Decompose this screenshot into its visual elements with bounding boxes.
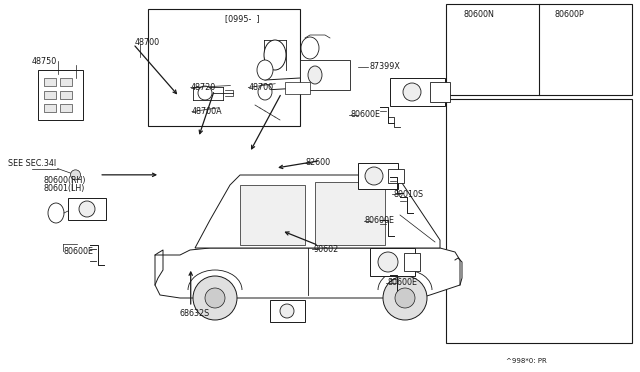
Text: 80600E: 80600E <box>365 217 395 225</box>
Ellipse shape <box>403 83 421 101</box>
Circle shape <box>395 288 415 308</box>
Text: 68632S: 68632S <box>179 309 209 318</box>
Text: [0995-  ]: [0995- ] <box>225 14 260 23</box>
Bar <box>300 60 350 90</box>
Text: 80600E: 80600E <box>351 110 381 119</box>
Bar <box>44 104 56 112</box>
Ellipse shape <box>280 304 294 318</box>
Circle shape <box>205 288 225 308</box>
Text: SEE SEC.34I: SEE SEC.34I <box>8 159 56 168</box>
Bar <box>38 70 83 120</box>
Text: 80600P: 80600P <box>554 10 584 19</box>
Text: 80600N: 80600N <box>463 10 494 19</box>
Text: 48700: 48700 <box>248 83 273 92</box>
Text: 48720: 48720 <box>191 83 216 92</box>
Circle shape <box>70 170 81 180</box>
Text: ^998*0: PR: ^998*0: PR <box>506 358 547 364</box>
Ellipse shape <box>264 40 286 70</box>
Ellipse shape <box>257 60 273 80</box>
Text: 80601(LH): 80601(LH) <box>44 184 85 193</box>
Polygon shape <box>240 185 305 245</box>
Text: 87399X: 87399X <box>370 62 401 71</box>
Polygon shape <box>315 182 385 245</box>
Ellipse shape <box>258 84 272 100</box>
Bar <box>430 82 450 102</box>
Bar <box>148 9 300 126</box>
Circle shape <box>193 276 237 320</box>
Polygon shape <box>155 248 460 298</box>
Bar <box>404 253 420 271</box>
Bar <box>68 198 106 220</box>
Bar <box>44 91 56 99</box>
Bar <box>60 78 72 86</box>
Text: 82600: 82600 <box>306 158 331 167</box>
Text: 48700A: 48700A <box>192 107 223 116</box>
Bar <box>44 78 56 86</box>
Text: 80010S: 80010S <box>394 190 424 199</box>
Bar <box>388 169 404 183</box>
Bar <box>60 91 72 99</box>
Text: 80600E: 80600E <box>64 247 94 256</box>
Circle shape <box>198 86 212 100</box>
Ellipse shape <box>308 66 322 84</box>
Ellipse shape <box>301 37 319 59</box>
Bar <box>370 248 415 276</box>
Ellipse shape <box>79 201 95 217</box>
Text: 90602: 90602 <box>314 245 339 254</box>
Ellipse shape <box>365 167 383 185</box>
Text: 48700: 48700 <box>134 38 159 47</box>
Polygon shape <box>195 175 440 248</box>
Circle shape <box>383 276 427 320</box>
Bar <box>390 78 445 106</box>
Bar <box>60 104 72 112</box>
Ellipse shape <box>378 252 398 272</box>
Text: 80600E: 80600E <box>387 278 417 287</box>
Bar <box>446 4 632 95</box>
Bar <box>358 163 398 189</box>
Bar <box>270 300 305 322</box>
Text: 48750: 48750 <box>32 57 57 66</box>
Ellipse shape <box>48 203 64 223</box>
Bar <box>446 99 632 343</box>
Bar <box>285 82 310 94</box>
Text: 80600(RH): 80600(RH) <box>44 176 86 185</box>
